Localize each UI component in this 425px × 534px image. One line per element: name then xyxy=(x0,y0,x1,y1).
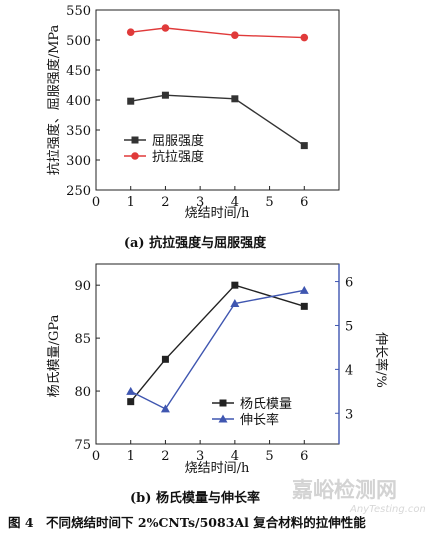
chart-b-x-tick-label: 3 xyxy=(196,449,204,464)
chart-b-legend-marker-0 xyxy=(219,399,227,407)
chart-b-y-axis-left: 75 80 85 90 xyxy=(74,279,100,453)
chart-a-x-axis-title: 烧结时间/h xyxy=(185,206,250,221)
chart-a-x-tick-label: 1 xyxy=(127,195,135,210)
chart-a-x-tick-label: 6 xyxy=(300,195,308,210)
chart-b-legend-label-1: 伸长率 xyxy=(240,412,279,428)
figure-caption: 图 4 不同烧结时间下 2%CNTs/5083Al 复合材料的拉伸性能 xyxy=(8,515,366,530)
chart-b-series-0-point xyxy=(300,302,308,310)
chart-b-series-1-point xyxy=(126,386,136,395)
chart-a-legend-label-1: 抗拉强度 xyxy=(152,149,204,165)
chart-a-series-0-point xyxy=(127,97,135,105)
chart-a-series-1-point xyxy=(231,31,239,39)
chart-b-x-tick-label: 2 xyxy=(161,449,169,464)
chart-b-y-tick-label: 90 xyxy=(74,279,91,294)
chart-b-y-tick-label: 85 xyxy=(74,332,91,347)
chart-b-right-tick-label: 3 xyxy=(345,407,353,422)
chart-b-y-tick-label: 80 xyxy=(74,385,91,400)
chart-b-x-axis-title: 烧结时间/h xyxy=(185,461,250,476)
chart-a-legend-label-0: 屈服强度 xyxy=(152,133,204,149)
chart-b-y-tick-label: 75 xyxy=(74,438,91,453)
chart-b-legend-label-0: 杨氏模量 xyxy=(240,397,292,412)
chart-a-y-tick-label: 500 xyxy=(66,34,91,49)
chart-b-series-0-point xyxy=(161,355,169,363)
chart-a-series-0-point xyxy=(300,142,308,150)
chart-b-series-1-point xyxy=(299,285,309,294)
chart-b-series-1-line xyxy=(130,289,305,410)
chart-b-x-tick-label: 4 xyxy=(231,449,239,464)
watermark-text: 嘉峪检测网 xyxy=(292,478,397,502)
chart-b-series-1-point xyxy=(230,299,240,308)
chart-a-caption: (a) 抗拉强度与屈服强度 xyxy=(124,235,267,251)
chart-a-legend-marker-1 xyxy=(131,152,139,160)
chart-a-x-tick-label: 5 xyxy=(265,195,273,210)
chart-a-y-tick-label: 250 xyxy=(66,184,91,199)
chart-a-series-group xyxy=(126,24,309,150)
chart-b-x-tick-label: 1 xyxy=(127,449,135,464)
chart-a-x-axis: 0 1 2 3 4 5 6 xyxy=(92,186,308,210)
chart-a-series-0-point xyxy=(231,95,239,103)
chart-a-series-1-line xyxy=(130,27,305,39)
chart-a-y-tick-label: 550 xyxy=(66,4,91,19)
chart-b-series-1-point xyxy=(160,404,170,413)
chart-a-x-tick-label: 2 xyxy=(161,195,169,210)
chart-b-caption: (b) 杨氏模量与伸长率 xyxy=(130,490,260,506)
chart-a-series-1-point xyxy=(126,28,135,36)
chart-a-x-tick-label: 3 xyxy=(196,195,204,210)
chart-a: 0 1 2 3 4 5 6 250 300 350 400 450 500 550 烧结时间/h 抗拉强… xyxy=(46,4,340,251)
chart-b: 0 1 2 3 4 5 6 75 80 85 90 3 4 5 6 烧结时间/h 杨氏模量/GPa 伸长… xyxy=(47,263,389,506)
chart-b-x-tick-label: 6 xyxy=(300,449,308,464)
chart-b-y-axis-title-left: 杨氏模量/GPa xyxy=(47,314,62,397)
chart-b-series-group xyxy=(126,281,309,413)
chart-a-series-1-point xyxy=(300,33,309,42)
chart-b-right-tick-label: 5 xyxy=(345,319,353,334)
chart-b-right-tick-label: 4 xyxy=(345,363,353,378)
chart-b-legend-marker-1 xyxy=(218,414,228,423)
chart-a-y-axis: 250 300 350 400 450 500 550 xyxy=(66,4,100,199)
chart-b-series-0-point xyxy=(127,398,135,406)
chart-b-right-tick-label: 6 xyxy=(345,276,353,291)
chart-a-y-tick-label: 300 xyxy=(66,154,91,169)
chart-b-series-0-line xyxy=(130,284,305,403)
chart-b-y-axis-right: 3 4 5 6 xyxy=(335,264,353,444)
chart-a-series-0-line xyxy=(130,94,305,147)
chart-a-legend-marker-0 xyxy=(131,136,139,144)
chart-a-y-tick-label: 350 xyxy=(66,124,91,139)
chart-b-x-tick-label: 5 xyxy=(265,449,273,464)
chart-b-x-tick-label: 0 xyxy=(92,449,100,464)
chart-a-x-tick-label: 0 xyxy=(92,195,100,210)
watermark-subtext: AnyTesting.com xyxy=(349,504,425,515)
chart-a-y-tick-label: 450 xyxy=(66,64,91,79)
chart-a-y-tick-label: 400 xyxy=(66,94,91,109)
chart-b-series-0-point xyxy=(231,281,239,289)
chart-a-x-tick-label: 4 xyxy=(231,195,239,210)
chart-b-x-axis: 0 1 2 3 4 5 6 xyxy=(92,440,308,464)
chart-a-series-0-point xyxy=(161,91,169,99)
chart-a-series-1-point xyxy=(161,24,170,32)
chart-b-y-axis-title-right: 伸长率/% xyxy=(373,332,389,388)
chart-a-y-axis-title: 抗拉强度、屈服强度/MPa xyxy=(46,24,62,175)
